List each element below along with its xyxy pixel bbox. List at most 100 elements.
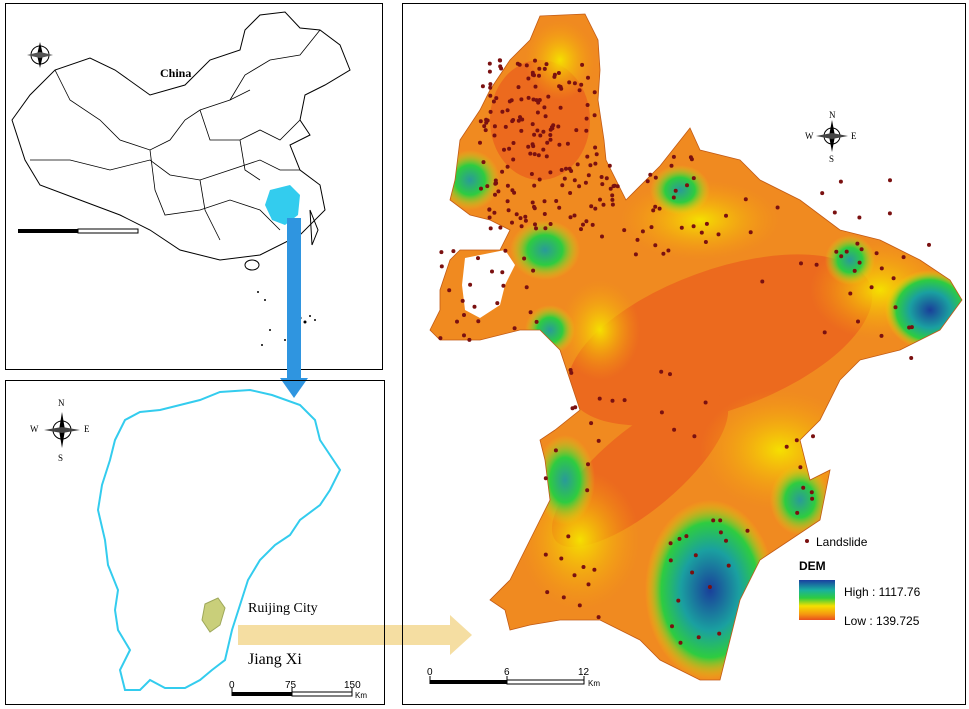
landslide-point: [577, 184, 582, 189]
landslide-point: [564, 166, 568, 171]
landslide-point: [691, 176, 696, 181]
landslide-point: [558, 105, 563, 110]
landslide-point: [775, 205, 780, 210]
landslide-point: [653, 243, 658, 248]
landslide-point: [568, 191, 573, 195]
landslide-point: [531, 268, 536, 273]
jx-compass-s: S: [58, 453, 64, 463]
landslide-point: [532, 183, 537, 188]
landslide-point: [820, 191, 825, 196]
dem-compass-s: S: [829, 154, 835, 164]
landslide-point: [590, 222, 595, 227]
landslide-point: [500, 270, 505, 275]
landslide-point: [811, 434, 815, 439]
landslide-point: [703, 240, 708, 244]
landslide-point: [533, 222, 537, 227]
landslide-point: [711, 518, 716, 523]
landslide-point: [615, 184, 620, 189]
landslide-point: [503, 248, 508, 253]
landslide-point: [556, 124, 561, 129]
landslide-point: [676, 598, 681, 603]
landslide-point: [795, 510, 800, 515]
landslide-point: [691, 224, 696, 229]
landslide-point: [487, 69, 492, 74]
landslide-point: [542, 199, 547, 204]
landslide-point: [516, 118, 521, 123]
landslide-point: [510, 188, 515, 193]
landslide-point: [548, 137, 553, 142]
landslide-point: [859, 247, 864, 252]
dem-compass-w: W: [805, 131, 814, 141]
landslide-point: [484, 120, 489, 125]
landslide-point: [893, 305, 898, 310]
landslide-point: [538, 133, 543, 138]
landslide-point: [557, 142, 562, 147]
landslide-point: [548, 170, 553, 175]
landslide-point: [532, 204, 536, 209]
landslide-point: [532, 152, 537, 157]
landslide-point: [592, 113, 597, 118]
landslide-point: [633, 252, 638, 257]
landslide-point: [645, 179, 650, 184]
landslide-point: [481, 160, 486, 165]
landslide-point: [536, 100, 541, 105]
landslide-point: [909, 325, 914, 330]
landslide-point: [505, 199, 510, 204]
landslide-point: [537, 66, 542, 71]
landslide-point: [610, 398, 615, 403]
landslide-point: [593, 206, 598, 211]
landslide-point: [887, 211, 892, 216]
dem-scale-bar: [429, 676, 585, 685]
landslide-point: [597, 396, 602, 401]
landslide-point: [493, 178, 498, 183]
landslide-point: [593, 145, 598, 150]
landslide-point: [596, 438, 601, 443]
landslide-point: [468, 282, 473, 287]
landslide-point: [530, 142, 535, 147]
landslide-point: [622, 398, 627, 403]
jx-scale-unit: Km: [355, 691, 367, 700]
jiangxi-scale-bar: [231, 688, 353, 697]
landslide-point: [585, 103, 590, 107]
landslide-point: [502, 147, 506, 152]
landslide-point: [537, 177, 542, 182]
landslide-point: [575, 162, 580, 167]
landslide-point: [648, 172, 653, 177]
ruijing-location: [201, 597, 226, 633]
landslide-point: [546, 94, 551, 99]
landslide-point: [561, 595, 566, 600]
landslide-point: [535, 110, 540, 115]
landslide-point: [565, 141, 570, 146]
landslide-point: [568, 368, 573, 372]
landslide-point: [543, 476, 548, 481]
jiangxi-compass-icon: [44, 412, 80, 448]
landslide-point: [455, 319, 459, 324]
landslide-point: [717, 631, 722, 636]
landslide-point: [610, 193, 615, 198]
china-scale-bar: [18, 228, 139, 234]
landslide-point: [879, 266, 884, 271]
dem-boundary: [429, 13, 963, 681]
landslide-point: [822, 330, 827, 335]
landslide-point: [572, 81, 577, 86]
landslide-point: [592, 567, 597, 572]
landslide-point: [568, 215, 573, 220]
landslide-point: [689, 157, 694, 162]
landslide-point: [852, 268, 857, 273]
landslide-point: [530, 200, 535, 205]
blue-pointer-arrow: [280, 218, 308, 398]
landslide-point: [541, 129, 546, 134]
landslide-point: [579, 82, 584, 87]
landslide-point: [544, 62, 549, 67]
landslide-point: [554, 199, 559, 203]
landslide-point: [438, 336, 443, 341]
landslide-point: [480, 84, 485, 89]
landslide-point: [592, 90, 597, 95]
landslide-point: [495, 301, 500, 306]
landslide-point: [556, 71, 561, 75]
landslide-point: [696, 635, 701, 640]
landslide-point: [517, 62, 522, 67]
landslide-point: [891, 276, 896, 281]
landslide-point: [857, 260, 862, 265]
landslide-point: [439, 264, 444, 269]
